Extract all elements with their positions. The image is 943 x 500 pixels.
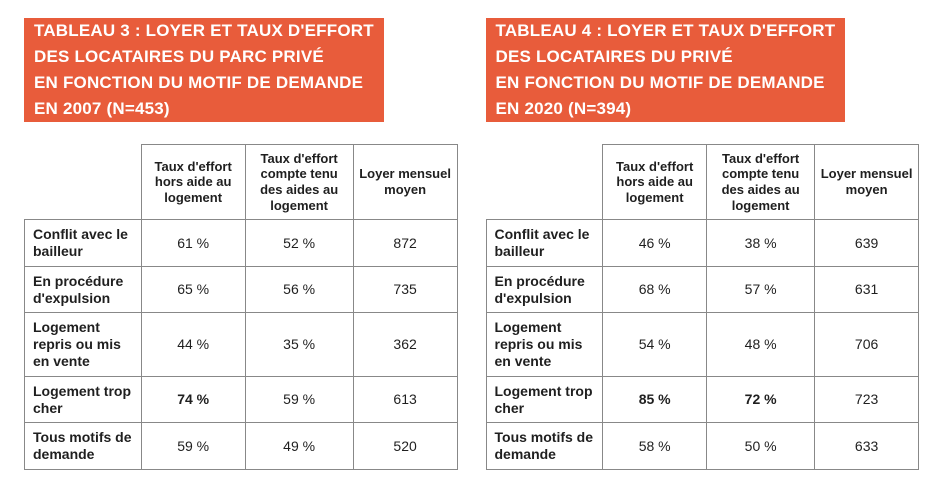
- table-row: Logement repris ou mis en vente 54 % 48 …: [486, 313, 919, 376]
- cell: 46 %: [603, 220, 707, 267]
- cell: 59 %: [245, 376, 353, 423]
- cell: 56 %: [245, 266, 353, 313]
- row-label: Tous motifs de demande: [486, 423, 603, 470]
- cell: 50 %: [707, 423, 815, 470]
- title-line: TABLEAU 3 : LOYER ET TAUX D'EFFORT: [24, 18, 384, 44]
- cell: 68 %: [603, 266, 707, 313]
- table-block-2020: TABLEAU 4 : LOYER ET TAUX D'EFFORT DES L…: [486, 18, 920, 470]
- cell: 65 %: [141, 266, 245, 313]
- table-row: Tous motifs de demande 58 % 50 % 633: [486, 423, 919, 470]
- cell: 59 %: [141, 423, 245, 470]
- cell: 58 %: [603, 423, 707, 470]
- row-label: En procédure d'expulsion: [486, 266, 603, 313]
- data-table-2007: Taux d'effort hors aide au logement Taux…: [24, 144, 458, 470]
- table-row: Logement repris ou mis en vente 44 % 35 …: [25, 313, 458, 376]
- cell: 631: [815, 266, 919, 313]
- cell: 74 %: [141, 376, 245, 423]
- header-blank: [25, 144, 142, 219]
- cell: 872: [353, 220, 457, 267]
- title-line: EN 2007 (N=453): [24, 96, 180, 122]
- table-row: Logement trop cher 74 % 59 % 613: [25, 376, 458, 423]
- row-label: Logement repris ou mis en vente: [25, 313, 142, 376]
- cell: 362: [353, 313, 457, 376]
- cell: 57 %: [707, 266, 815, 313]
- table-row: En procédure d'expulsion 68 % 57 % 631: [486, 266, 919, 313]
- title-line: TABLEAU 4 : LOYER ET TAUX D'EFFORT: [486, 18, 846, 44]
- title-line: EN 2020 (N=394): [486, 96, 642, 122]
- cell: 639: [815, 220, 919, 267]
- table-row: Logement trop cher 85 % 72 % 723: [486, 376, 919, 423]
- col-header: Taux d'effort hors aide au logement: [141, 144, 245, 219]
- col-header: Taux d'effort hors aide au logement: [603, 144, 707, 219]
- table-block-2007: TABLEAU 3 : LOYER ET TAUX D'EFFORT DES L…: [24, 18, 458, 470]
- row-label: Logement repris ou mis en vente: [486, 313, 603, 376]
- cell: 52 %: [245, 220, 353, 267]
- cell: 44 %: [141, 313, 245, 376]
- cell: 706: [815, 313, 919, 376]
- table-row: Conflit avec le bailleur 46 % 38 % 639: [486, 220, 919, 267]
- col-header: Taux d'effort compte tenu des aides au l…: [245, 144, 353, 219]
- table-title-2020: TABLEAU 4 : LOYER ET TAUX D'EFFORT DES L…: [486, 18, 846, 122]
- cell: 49 %: [245, 423, 353, 470]
- col-header: Loyer mensuel moyen: [353, 144, 457, 219]
- cell: 735: [353, 266, 457, 313]
- col-header: Taux d'effort compte tenu des aides au l…: [707, 144, 815, 219]
- cell: 85 %: [603, 376, 707, 423]
- row-label: Conflit avec le bailleur: [25, 220, 142, 267]
- table-title-2007: TABLEAU 3 : LOYER ET TAUX D'EFFORT DES L…: [24, 18, 384, 122]
- cell: 48 %: [707, 313, 815, 376]
- row-label: En procédure d'expulsion: [25, 266, 142, 313]
- row-label: Conflit avec le bailleur: [486, 220, 603, 267]
- title-line: DES LOCATAIRES DU PARC PRIVÉ: [24, 44, 334, 70]
- cell: 35 %: [245, 313, 353, 376]
- row-label: Logement trop cher: [25, 376, 142, 423]
- cell: 38 %: [707, 220, 815, 267]
- cell: 54 %: [603, 313, 707, 376]
- cell: 520: [353, 423, 457, 470]
- cell: 72 %: [707, 376, 815, 423]
- header-blank: [486, 144, 603, 219]
- col-header: Loyer mensuel moyen: [815, 144, 919, 219]
- table-row: En procédure d'expulsion 65 % 56 % 735: [25, 266, 458, 313]
- title-line: DES LOCATAIRES DU PRIVÉ: [486, 44, 743, 70]
- cell: 723: [815, 376, 919, 423]
- table-row: Conflit avec le bailleur 61 % 52 % 872: [25, 220, 458, 267]
- row-label: Tous motifs de demande: [25, 423, 142, 470]
- title-line: EN FONCTION DU MOTIF DE DEMANDE: [24, 70, 373, 96]
- title-line: EN FONCTION DU MOTIF DE DEMANDE: [486, 70, 835, 96]
- tables-container: TABLEAU 3 : LOYER ET TAUX D'EFFORT DES L…: [24, 18, 919, 470]
- table-row: Tous motifs de demande 59 % 49 % 520: [25, 423, 458, 470]
- cell: 613: [353, 376, 457, 423]
- row-label: Logement trop cher: [486, 376, 603, 423]
- cell: 61 %: [141, 220, 245, 267]
- data-table-2020: Taux d'effort hors aide au logement Taux…: [486, 144, 920, 470]
- cell: 633: [815, 423, 919, 470]
